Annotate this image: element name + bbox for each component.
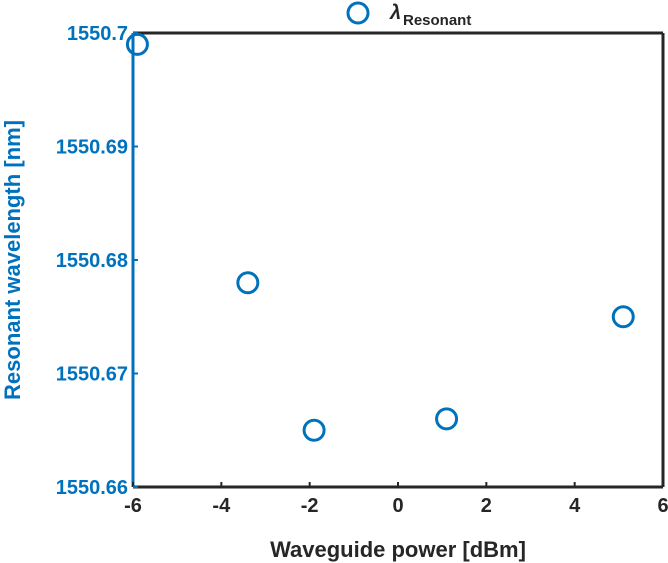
data-points <box>125 32 635 442</box>
legend-marker <box>346 1 370 25</box>
x-tick-label: -6 <box>124 495 142 517</box>
plot-frame <box>131 31 665 489</box>
x-tick-label: 2 <box>481 495 492 517</box>
legend: λ Resonant <box>346 1 471 29</box>
x-ticks: -6 -4 -2 0 2 4 6 <box>124 482 668 517</box>
y-ticks: 1550.66 1550.67 1550.68 1550.69 1550.7 <box>56 23 138 499</box>
data-point <box>125 32 149 56</box>
x-tick-label: 4 <box>569 495 581 517</box>
x-tick-label: 0 <box>392 495 403 517</box>
data-point <box>302 418 326 442</box>
y-tick-label: 1550.68 <box>56 250 128 272</box>
x-tick-label: 6 <box>657 495 668 517</box>
y-tick-label: 1550.67 <box>56 364 128 386</box>
x-tick-label: -2 <box>301 495 319 517</box>
y-tick-label: 1550.69 <box>56 137 128 159</box>
data-point <box>611 305 635 329</box>
legend-symbol: λ <box>389 2 401 24</box>
y-tick-label: 1550.66 <box>56 477 128 499</box>
x-axis-title: Waveguide power [dBm] <box>270 537 526 562</box>
y-tick-label: 1550.7 <box>67 23 128 45</box>
data-point <box>435 407 459 431</box>
data-point <box>236 271 260 295</box>
x-tick-label: -4 <box>212 495 231 517</box>
y-axis-title: Resonant wavelength [nm] <box>0 120 25 400</box>
legend-subscript: Resonant <box>403 12 471 29</box>
